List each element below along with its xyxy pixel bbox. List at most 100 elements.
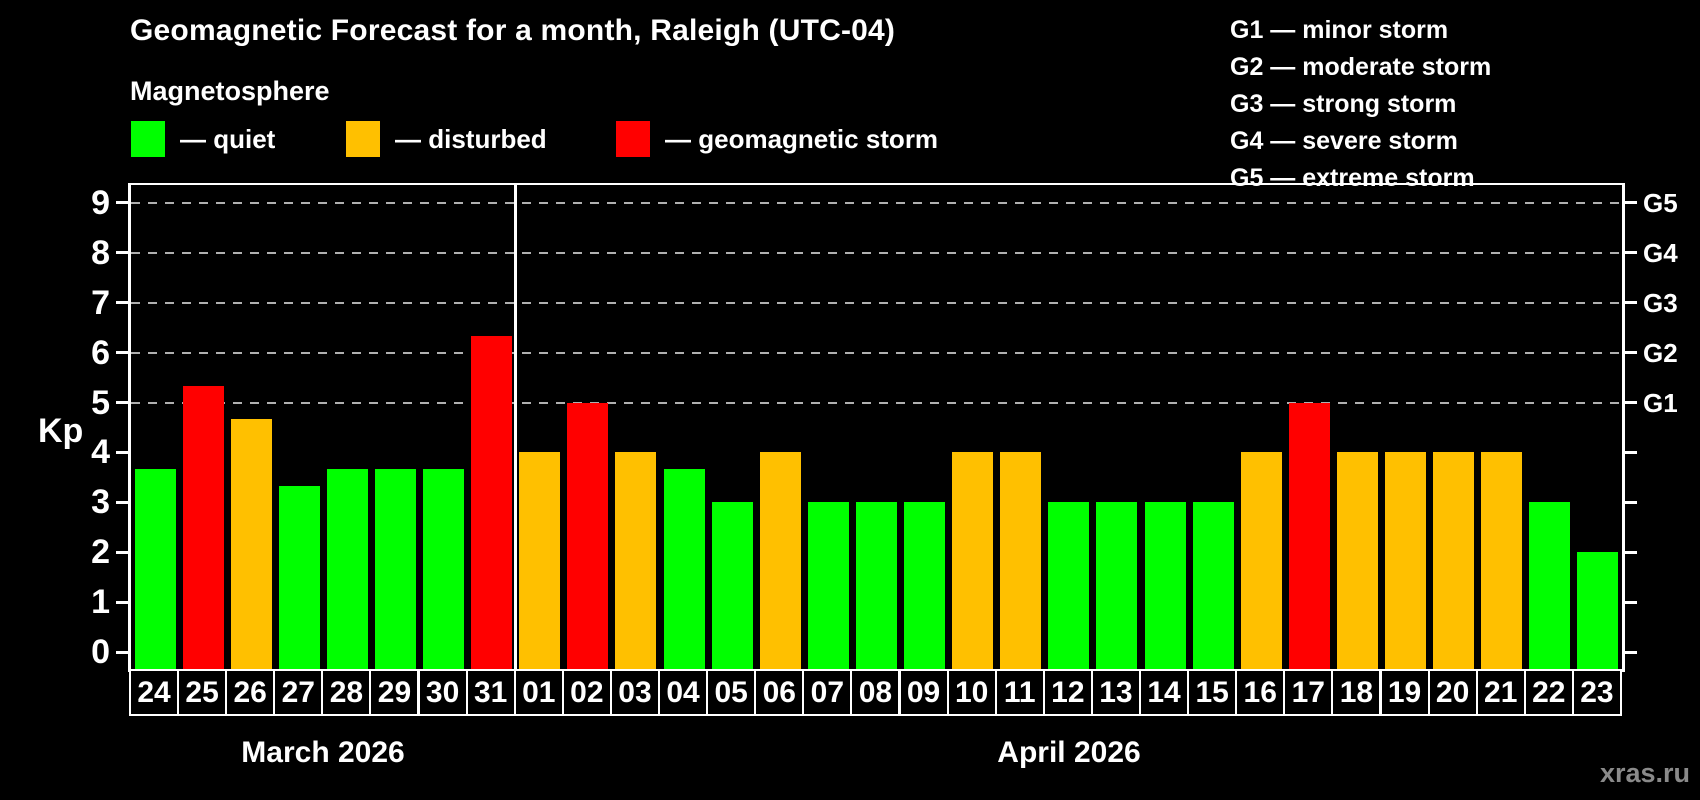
y-tick-label-0: 0 <box>91 633 110 671</box>
y-tick-label-2: 2 <box>91 533 110 572</box>
day-label-april-03: 03 <box>609 669 660 716</box>
day-label-april-14: 14 <box>1139 669 1190 716</box>
kp-bar-april-06 <box>759 452 801 670</box>
kp-bar-march-30 <box>423 468 465 670</box>
kp-bar-march-25 <box>182 386 224 670</box>
gridline-kp8 <box>131 251 1622 254</box>
kp-bar-april-17 <box>1288 402 1330 670</box>
kp-bar-april-01 <box>519 452 561 670</box>
right-tick-kp0 <box>1625 650 1637 654</box>
right-axis-label-g5: G5 <box>1643 187 1678 218</box>
day-label-march-31: 31 <box>465 669 516 716</box>
right-tick-kp8 <box>1625 251 1637 255</box>
kp-bar-april-04 <box>663 468 705 670</box>
y-tick-label-8: 8 <box>91 233 110 272</box>
gridline-kp6 <box>131 351 1622 354</box>
kp-bar-april-20 <box>1433 452 1475 670</box>
day-label-april-12: 12 <box>1042 669 1093 716</box>
day-label-april-05: 05 <box>706 669 757 716</box>
y-axis-label: Kp <box>38 412 84 450</box>
day-label-march-28: 28 <box>321 669 372 716</box>
g5-legend-line: G5 — extreme storm <box>1230 164 1475 192</box>
site-watermark: xras.ru <box>1599 758 1690 788</box>
gridline-kp5 <box>131 401 1622 404</box>
left-tick-kp2 <box>116 550 128 554</box>
kp-bar-march-27 <box>278 485 320 670</box>
left-tick-kp7 <box>116 301 128 305</box>
day-label-april-06: 06 <box>754 669 805 716</box>
day-label-april-02: 02 <box>561 669 612 716</box>
plot-area <box>128 183 1625 672</box>
left-tick-kp1 <box>116 600 128 604</box>
left-tick-kp3 <box>116 500 128 504</box>
quiet-color-swatch <box>131 121 165 157</box>
legend-label-storm: — geomagnetic storm <box>665 123 939 154</box>
y-tick-label-6: 6 <box>91 333 110 372</box>
gridline-kp9 <box>131 201 1622 204</box>
day-label-april-10: 10 <box>946 669 997 716</box>
kp-bar-april-18 <box>1336 452 1378 670</box>
left-tick-kp4 <box>116 450 128 454</box>
day-label-april-22: 22 <box>1523 669 1574 716</box>
kp-bar-april-11 <box>1000 452 1042 670</box>
kp-bar-april-21 <box>1481 452 1523 670</box>
month-divider-line <box>514 185 518 672</box>
kp-bar-april-22 <box>1529 502 1571 670</box>
right-axis-label-g2: G2 <box>1643 337 1678 368</box>
y-tick-label-3: 3 <box>91 483 110 522</box>
kp-bar-april-14 <box>1144 502 1186 670</box>
day-label-march-24: 24 <box>129 669 179 716</box>
g2-legend-line: G2 — moderate storm <box>1230 53 1492 81</box>
right-tick-kp7 <box>1625 301 1637 305</box>
day-label-march-30: 30 <box>417 669 468 716</box>
day-label-april-17: 17 <box>1283 669 1334 716</box>
g1-legend-line: G1 — minor storm <box>1230 16 1449 44</box>
legend-item-disturbed: — disturbed <box>346 118 547 160</box>
legend-label-quiet: — quiet <box>180 123 276 154</box>
right-tick-kp3 <box>1625 500 1637 504</box>
y-tick-label-1: 1 <box>91 583 110 622</box>
left-tick-kp8 <box>116 251 128 255</box>
legend-label-disturbed: — disturbed <box>395 123 547 154</box>
kp-bar-april-03 <box>615 452 657 670</box>
kp-bar-april-02 <box>567 402 609 670</box>
left-tick-kp9 <box>116 201 128 205</box>
kp-bar-april-09 <box>904 502 946 670</box>
kp-bar-april-15 <box>1192 502 1234 670</box>
day-label-april-23: 23 <box>1571 669 1622 716</box>
y-tick-label-5: 5 <box>91 383 110 422</box>
page-title: Geomagnetic Forecast for a month, Raleig… <box>130 14 896 47</box>
kp-bar-april-23 <box>1577 552 1619 670</box>
day-label-april-11: 11 <box>994 669 1045 716</box>
kp-bar-april-05 <box>711 502 753 670</box>
y-tick-label-7: 7 <box>91 283 110 322</box>
right-tick-kp4 <box>1625 450 1637 454</box>
day-label-april-07: 07 <box>802 669 853 716</box>
left-tick-kp6 <box>116 351 128 355</box>
day-label-april-13: 13 <box>1090 669 1141 716</box>
day-label-march-26: 26 <box>225 669 276 716</box>
right-tick-kp5 <box>1625 401 1637 404</box>
kp-bar-march-29 <box>374 468 416 670</box>
y-tick-label-9: 9 <box>91 183 110 222</box>
kp-bar-april-07 <box>807 502 849 670</box>
left-tick-kp0 <box>116 650 128 654</box>
kp-bar-april-16 <box>1240 452 1282 670</box>
kp-bar-april-08 <box>855 502 897 670</box>
kp-bar-april-19 <box>1385 452 1427 670</box>
right-axis-label-g1: G1 <box>1643 387 1678 418</box>
kp-bar-april-13 <box>1096 502 1138 670</box>
kp-bar-april-10 <box>952 452 994 670</box>
kp-bar-march-31 <box>471 336 513 670</box>
left-tick-kp5 <box>116 401 128 404</box>
x-axis-day-row: 24 25 26 27 28 29 30 31 01 02 03 04 05 06 07 08 09 10 11 12… <box>128 669 1625 719</box>
day-label-april-04: 04 <box>658 669 709 716</box>
y-tick-label-4: 4 <box>91 433 110 472</box>
right-axis-label-g4: G4 <box>1643 237 1678 268</box>
kp-bar-march-26 <box>230 418 272 670</box>
g4-legend-line: G4 — severe storm <box>1230 127 1458 155</box>
kp-bar-march-24 <box>134 468 176 670</box>
legend-item-quiet: — quiet <box>131 118 275 160</box>
right-tick-kp1 <box>1625 600 1637 604</box>
day-label-april-16: 16 <box>1235 669 1286 716</box>
